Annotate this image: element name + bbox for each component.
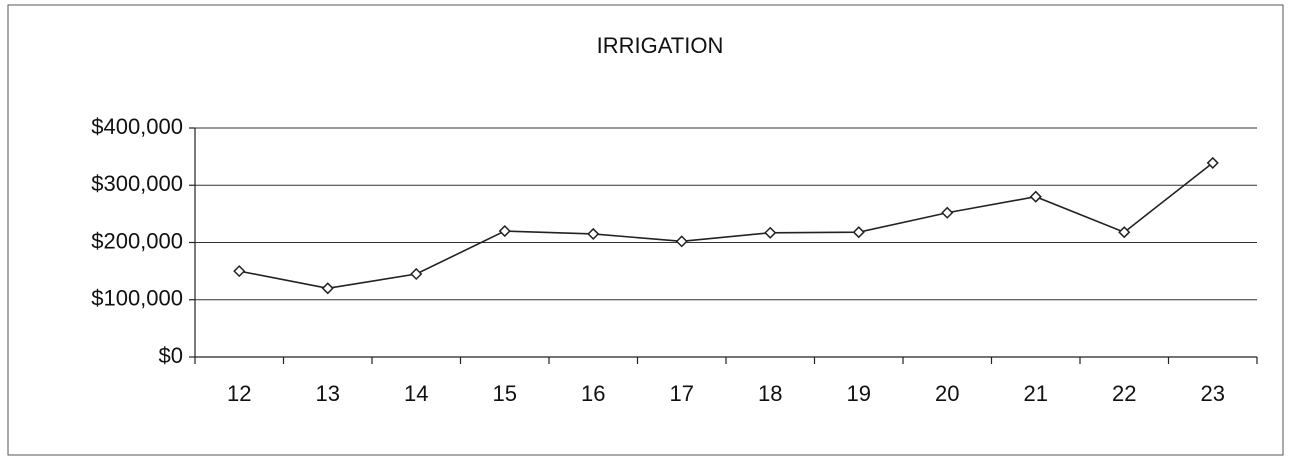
y-tick-label: $100,000	[91, 286, 183, 311]
x-tick-label: 14	[404, 381, 428, 406]
x-tick-label: 12	[227, 381, 251, 406]
x-tick-label: 16	[581, 381, 605, 406]
data-point	[852, 226, 865, 239]
data-point	[587, 227, 600, 240]
data-point	[321, 282, 334, 295]
x-tick-label: 13	[316, 381, 340, 406]
y-tick-label: $300,000	[91, 171, 183, 196]
data-point	[1206, 156, 1219, 169]
x-tick-label: 21	[1024, 381, 1048, 406]
data-point	[941, 206, 954, 219]
data-point	[410, 267, 423, 281]
x-tick-label: 15	[493, 381, 517, 406]
data-point	[1118, 226, 1131, 239]
y-tick-label: $0	[159, 343, 183, 368]
chart-title: IRRIGATION	[597, 33, 724, 58]
x-tick-label: 17	[670, 381, 694, 406]
data-point	[1029, 190, 1042, 203]
x-tick-label: 19	[847, 381, 871, 406]
data-point	[498, 224, 511, 238]
data-point	[764, 226, 777, 239]
data-point	[233, 265, 246, 278]
x-tick-label: 20	[935, 381, 959, 406]
y-tick-label: $400,000	[91, 114, 183, 139]
chart-frame	[7, 4, 1284, 456]
y-tick-label: $200,000	[91, 228, 183, 253]
x-tick-label: 22	[1112, 381, 1136, 406]
x-tick-label: 18	[758, 381, 782, 406]
data-point	[675, 235, 688, 248]
x-tick-label: 23	[1201, 381, 1225, 406]
series-line	[239, 162, 1214, 290]
